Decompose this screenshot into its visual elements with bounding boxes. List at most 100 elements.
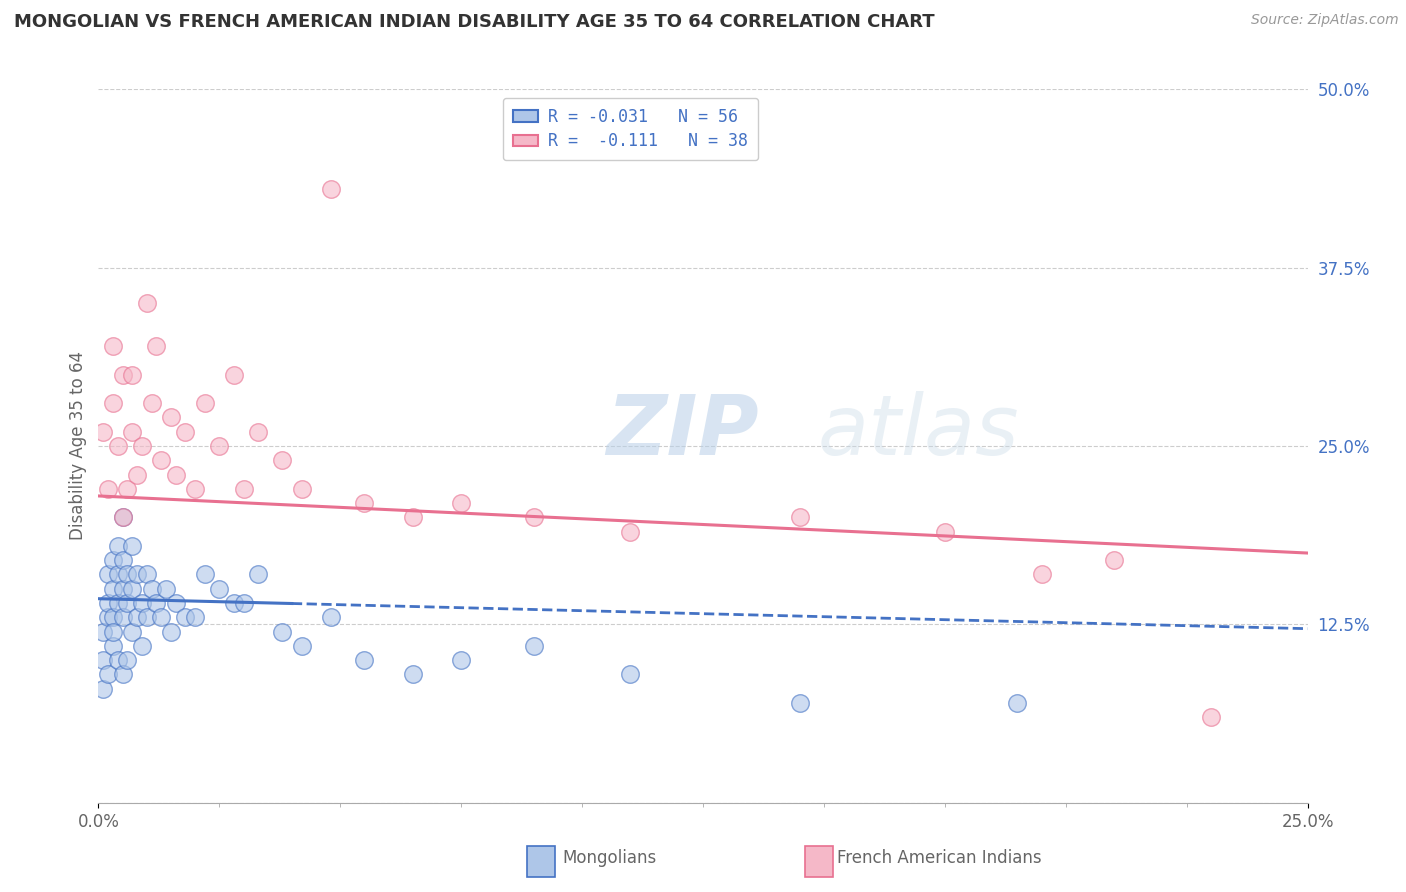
Point	[101, 396, 124, 410]
Point	[131, 639, 153, 653]
Point	[222, 596, 245, 610]
Point	[934, 524, 956, 539]
Text: Source: ZipAtlas.com: Source: ZipAtlas.com	[1251, 13, 1399, 28]
Point	[247, 567, 270, 582]
Point	[789, 696, 811, 710]
Point	[194, 396, 217, 410]
Point	[121, 425, 143, 439]
Point	[97, 596, 120, 610]
Point	[97, 482, 120, 496]
Point	[107, 596, 129, 610]
Point	[97, 667, 120, 681]
Point	[402, 510, 425, 524]
Point	[184, 482, 207, 496]
Point	[319, 610, 342, 624]
Point	[160, 624, 183, 639]
Point	[232, 482, 254, 496]
Point	[1007, 696, 1029, 710]
Point	[101, 624, 124, 639]
Point	[101, 582, 124, 596]
Point	[450, 496, 472, 510]
Point	[247, 425, 270, 439]
Point	[111, 368, 134, 382]
Point	[523, 639, 546, 653]
Bar	[527, 847, 554, 877]
Point	[135, 610, 157, 624]
Point	[141, 396, 163, 410]
Point	[107, 653, 129, 667]
Point	[619, 667, 641, 681]
Point	[1102, 553, 1125, 567]
Point	[402, 667, 425, 681]
Point	[91, 624, 114, 639]
Point	[450, 653, 472, 667]
Point	[121, 582, 143, 596]
Bar	[804, 847, 832, 877]
Point	[101, 553, 124, 567]
Point	[131, 439, 153, 453]
Point	[107, 539, 129, 553]
Point	[319, 182, 342, 196]
Point	[135, 296, 157, 310]
Point	[174, 610, 197, 624]
Point	[111, 510, 134, 524]
Point	[121, 624, 143, 639]
Point	[121, 368, 143, 382]
Point	[111, 610, 134, 624]
Point	[91, 425, 114, 439]
Point	[117, 596, 139, 610]
Point	[271, 453, 294, 467]
Point	[127, 467, 149, 482]
Point	[97, 610, 120, 624]
Point	[150, 610, 173, 624]
Point	[145, 339, 167, 353]
Point	[117, 653, 139, 667]
Text: MONGOLIAN VS FRENCH AMERICAN INDIAN DISABILITY AGE 35 TO 64 CORRELATION CHART: MONGOLIAN VS FRENCH AMERICAN INDIAN DISA…	[14, 13, 935, 31]
Point	[97, 567, 120, 582]
Point	[111, 582, 134, 596]
Point	[150, 453, 173, 467]
Point	[523, 510, 546, 524]
Point	[290, 639, 312, 653]
Point	[127, 567, 149, 582]
Point	[160, 410, 183, 425]
Text: Mongolians: Mongolians	[562, 849, 657, 867]
Point	[271, 624, 294, 639]
Text: ZIP: ZIP	[606, 392, 759, 472]
Point	[107, 567, 129, 582]
Point	[141, 582, 163, 596]
Point	[111, 510, 134, 524]
Y-axis label: Disability Age 35 to 64: Disability Age 35 to 64	[69, 351, 87, 541]
Point	[121, 539, 143, 553]
Text: French American Indians: French American Indians	[837, 849, 1042, 867]
Point	[174, 425, 197, 439]
Point	[353, 496, 375, 510]
Point	[165, 596, 187, 610]
Point	[117, 482, 139, 496]
Point	[353, 653, 375, 667]
Point	[789, 510, 811, 524]
Point	[131, 596, 153, 610]
Point	[165, 467, 187, 482]
Point	[117, 567, 139, 582]
Point	[184, 610, 207, 624]
Point	[1199, 710, 1222, 724]
Point	[290, 482, 312, 496]
Point	[101, 639, 124, 653]
Point	[91, 681, 114, 696]
Point	[208, 582, 231, 596]
Point	[135, 567, 157, 582]
Point	[111, 553, 134, 567]
Point	[101, 610, 124, 624]
Point	[194, 567, 217, 582]
Point	[91, 653, 114, 667]
Point	[155, 582, 177, 596]
Point	[208, 439, 231, 453]
Point	[111, 667, 134, 681]
Legend: R = -0.031   N = 56, R =  -0.111   N = 38: R = -0.031 N = 56, R = -0.111 N = 38	[503, 97, 758, 161]
Point	[1031, 567, 1053, 582]
Point	[619, 524, 641, 539]
Point	[101, 339, 124, 353]
Point	[145, 596, 167, 610]
Point	[107, 439, 129, 453]
